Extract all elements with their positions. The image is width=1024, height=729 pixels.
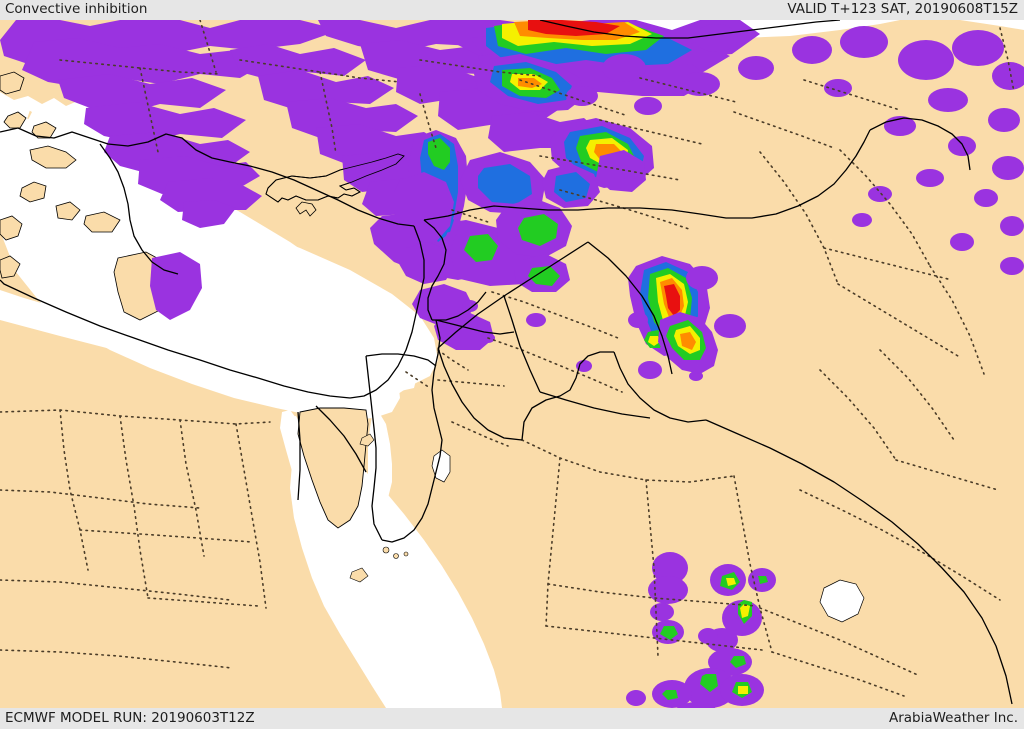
eastern-mediterranean	[0, 106, 400, 420]
valid-time-label: VALID T+123 SAT, 20190608T15Z	[787, 1, 1018, 18]
cyprus-tail	[295, 201, 317, 217]
sinai-outline	[297, 407, 369, 529]
map-canvas[interactable]	[0, 20, 1024, 708]
island-outlines	[265, 153, 405, 203]
map-graphic	[0, 20, 1024, 708]
internal-borders-layer	[0, 20, 1015, 697]
inland-lakes	[819, 579, 865, 623]
cin-region-ne-scatter	[566, 24, 1024, 275]
footer-bar: ECMWF MODEL RUN: 20190603T12Z ArabiaWeat…	[0, 708, 1024, 729]
national-borders-layer	[0, 20, 1013, 705]
sinai-peninsula	[298, 408, 368, 528]
convective-inhibition-field	[0, 20, 1024, 708]
dead-sea	[431, 449, 451, 483]
cin-region-west-syria	[460, 150, 703, 381]
cin-region-levant	[394, 130, 494, 350]
model-run-label: ECMWF MODEL RUN: 20190603T12Z	[5, 709, 255, 726]
cin-region-south-saudi	[626, 628, 764, 708]
page-title: Convective inhibition	[5, 1, 148, 18]
header-bar: Convective inhibition VALID T+123 SAT, 2…	[0, 0, 1024, 20]
provider-credit: ArabiaWeather Inc.	[888, 709, 1018, 726]
red-sea-islets	[349, 433, 409, 583]
cin-region-south-iraq	[658, 312, 746, 374]
